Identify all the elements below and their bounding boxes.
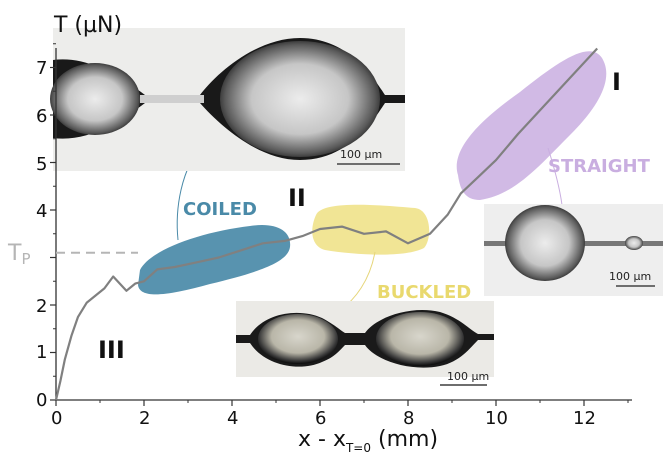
x-axis-title-sub: T=0: [345, 441, 371, 454]
region-coiled: [138, 224, 291, 295]
y-tick-label-6: 7: [36, 58, 47, 79]
label-straight: STRAIGHT: [548, 156, 651, 177]
threshold-label-sub: P: [21, 250, 30, 268]
y-tick-label-4: 5: [36, 154, 47, 175]
region-straight: [456, 51, 607, 200]
x-tick-label-3: 6: [315, 408, 326, 429]
inset-straight: 100 µm: [484, 204, 663, 296]
x-tick-label-0: 0: [51, 408, 62, 429]
threshold-label-main: T: [7, 241, 22, 266]
label-coiled: COILED: [183, 199, 257, 220]
x-axis-title-main: x - x: [298, 427, 346, 452]
x-axis-title: x - xT=0 (mm): [298, 427, 438, 454]
y-axis-title: T (µN): [53, 13, 122, 38]
x-tick-label-4: 8: [403, 408, 414, 429]
regime-label-i: I: [612, 68, 621, 96]
x-axis-title-unit: (mm): [371, 427, 438, 452]
x-tick-label-5: 10: [485, 408, 508, 429]
label-buckled: BUCKLED: [377, 282, 471, 303]
y-tick-label-3: 4: [36, 201, 47, 222]
regime-label-iii: III: [98, 336, 125, 364]
inset-buckled-scale: 100 µm: [447, 370, 489, 383]
inset-straight-scale: 100 µm: [609, 270, 651, 283]
force-curve-line: [54, 47, 599, 401]
x-tick-label-1: 2: [139, 408, 150, 429]
region-buckled: [312, 204, 430, 255]
regime-label-ii: II: [288, 184, 306, 212]
x-tick-label-6: 12: [573, 408, 596, 429]
leader-straight: [547, 147, 563, 206]
y-tick-label-0: 0: [36, 390, 47, 411]
y-tick-label-2: 2: [36, 296, 47, 317]
y-tick-label-5: 6: [36, 106, 47, 127]
inset-buckled: 100 µm: [236, 301, 494, 386]
y-tick-label-1: 1: [36, 342, 47, 363]
x-tick-label-2: 4: [227, 408, 238, 429]
axis-ticks: [50, 43, 629, 406]
inset-top-left-scale: 100 µm: [340, 148, 382, 161]
threshold-label: TP: [7, 241, 31, 268]
inset-top-left: 100 µm: [50, 28, 405, 171]
